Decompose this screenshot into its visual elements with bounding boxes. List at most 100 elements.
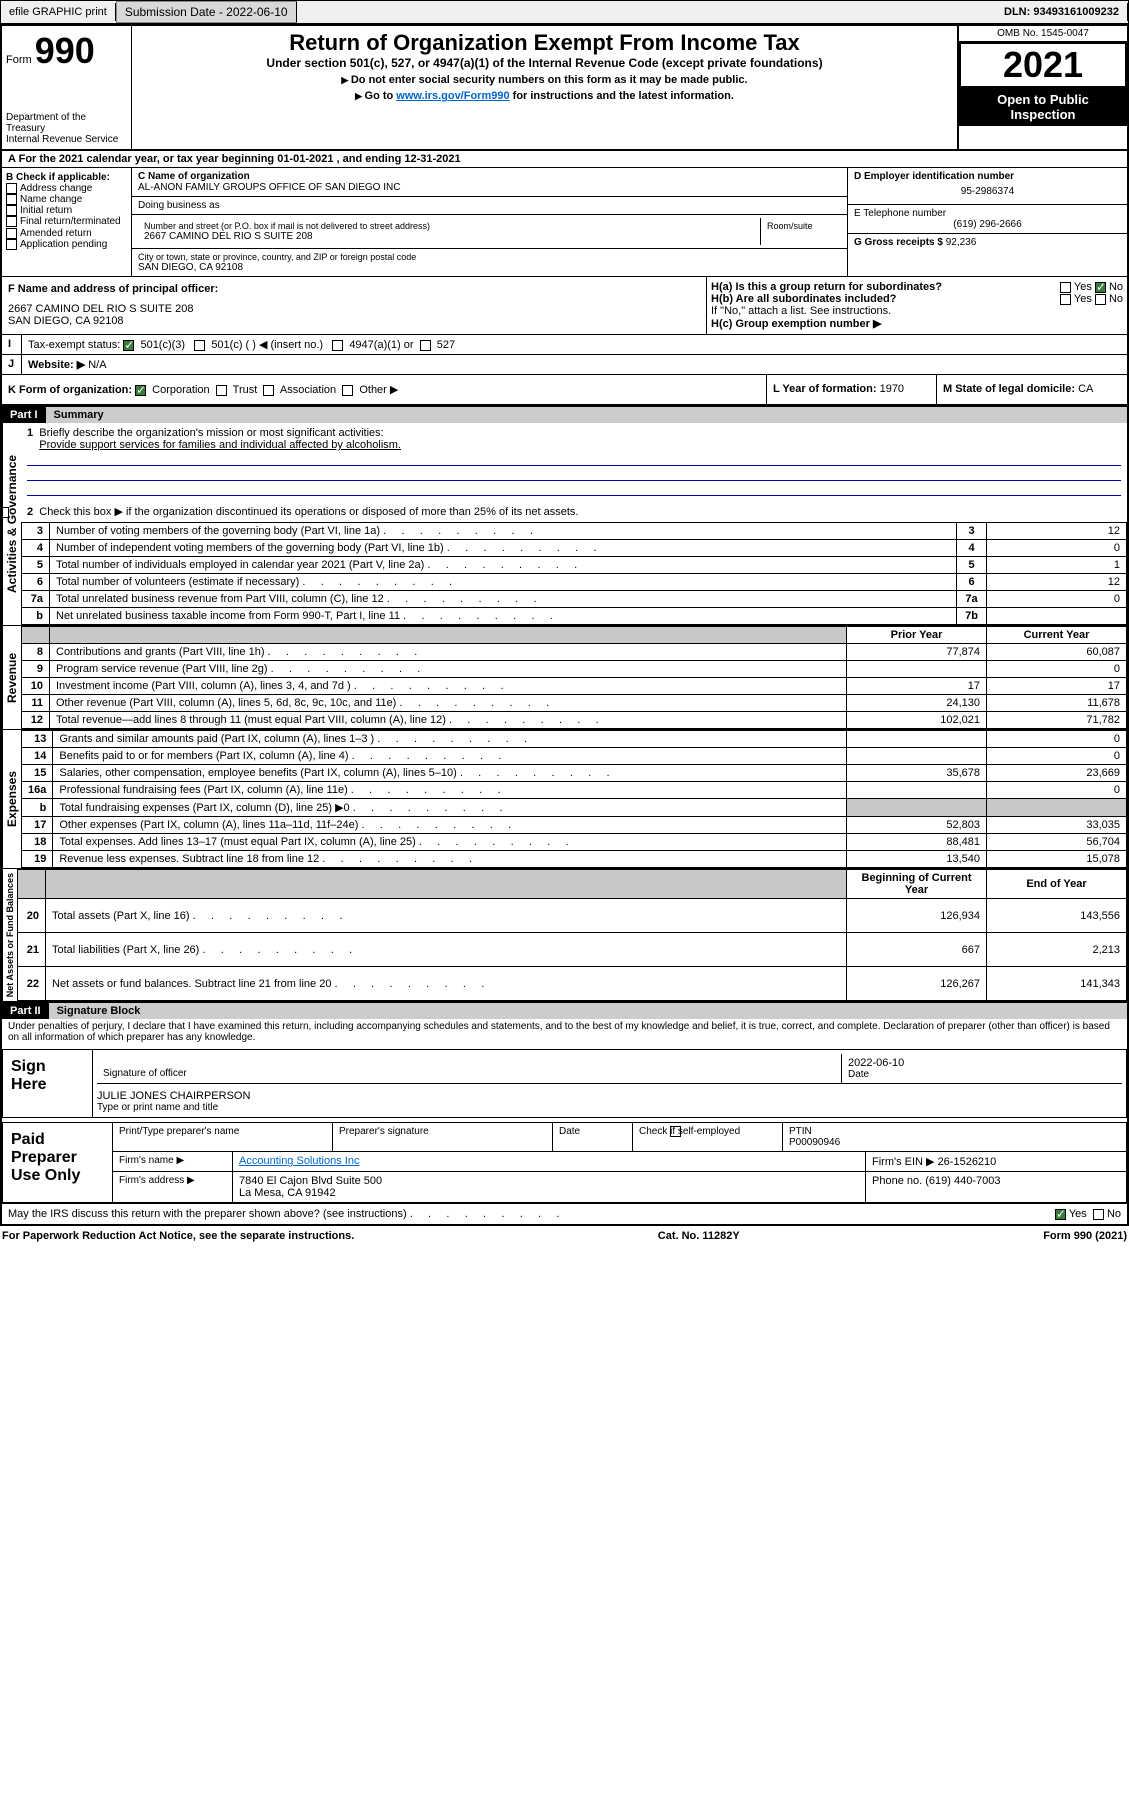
website-value: N/A: [88, 359, 106, 371]
cb-label: Name change: [20, 194, 82, 205]
part2-title: Signature Block: [49, 1003, 1127, 1019]
hdr-prior: Prior Year: [847, 627, 987, 644]
opt-501c: 501(c) ( ) ◀ (insert no.): [211, 339, 323, 351]
submission-date: Submission Date - 2022-06-10: [116, 1, 297, 23]
ha-no[interactable]: [1095, 282, 1106, 293]
pt-date-label: Date: [553, 1123, 633, 1151]
firm-addr1: 7840 El Cajon Blvd Suite 500: [239, 1175, 859, 1187]
cb-527[interactable]: [420, 340, 431, 351]
cb-4947[interactable]: [332, 340, 343, 351]
k-label: K Form of organization:: [8, 384, 132, 396]
cb-other[interactable]: [342, 385, 353, 396]
table-row: 16aProfessional fundraising fees (Part I…: [22, 782, 1127, 799]
no-label: No: [1109, 281, 1123, 293]
part1-title: Summary: [46, 407, 1127, 423]
tax-year: 2021: [959, 42, 1127, 88]
declaration: Under penalties of perjury, I declare th…: [2, 1019, 1127, 1045]
note1: Do not enter social security numbers on …: [136, 74, 953, 86]
ptin-label: PTIN: [789, 1126, 812, 1137]
section-revenue: Revenue: [2, 626, 21, 729]
discuss-label: May the IRS discuss this return with the…: [8, 1208, 559, 1220]
table-row: 12Total revenue—add lines 8 through 11 (…: [22, 712, 1127, 729]
city-label: City or town, state or province, country…: [138, 252, 841, 262]
ptin-value: P00090946: [789, 1137, 840, 1148]
box-b: B Check if applicable: Address change Na…: [2, 168, 132, 276]
table-row: 6Total number of volunteers (estimate if…: [22, 574, 1127, 591]
table-row: 22Net assets or fund balances. Subtract …: [18, 967, 1127, 1001]
cb-self-employed[interactable]: [670, 1126, 681, 1137]
hc-label: H(c) Group exemption number ▶: [711, 317, 1123, 330]
cb-assoc[interactable]: [263, 385, 274, 396]
omb: OMB No. 1545-0047: [959, 26, 1127, 42]
exp-table: 13Grants and similar amounts paid (Part …: [21, 730, 1127, 868]
paid-preparer: Paid Preparer Use Only: [3, 1123, 113, 1202]
checkbox-initial-return[interactable]: [6, 205, 17, 216]
open-public: Open to Public Inspection: [959, 88, 1127, 126]
hb-yes[interactable]: [1060, 294, 1071, 305]
section-expenses: Expenses: [2, 730, 21, 868]
c-name-label: C Name of organization: [138, 171, 841, 182]
footer-left: For Paperwork Reduction Act Notice, see …: [2, 1230, 354, 1242]
gross-value: 92,236: [946, 237, 977, 248]
discuss-no[interactable]: [1093, 1209, 1104, 1220]
yes-label: Yes: [1074, 281, 1092, 293]
table-row: bNet unrelated business taxable income f…: [22, 608, 1127, 625]
cb-label: Initial return: [20, 205, 72, 216]
line-a: A For the 2021 calendar year, or tax yea…: [2, 151, 1127, 168]
checkbox-address-change[interactable]: [6, 183, 17, 194]
sig-officer-label: Signature of officer: [97, 1054, 842, 1083]
firm-addr2: La Mesa, CA 91942: [239, 1187, 859, 1199]
cb-label: Final return/terminated: [20, 217, 121, 228]
form990-link[interactable]: www.irs.gov/Form990: [396, 90, 509, 102]
ein-label: D Employer identification number: [854, 171, 1121, 182]
checkbox-final-return[interactable]: [6, 216, 17, 227]
irs: Internal Revenue Service: [6, 134, 127, 145]
hb-no[interactable]: [1095, 294, 1106, 305]
ha-yes[interactable]: [1060, 282, 1071, 293]
line-a-text: For the 2021 calendar year, or tax year …: [19, 153, 461, 165]
l-label: L Year of formation:: [773, 383, 877, 395]
officer-name: JULIE JONES CHAIRPERSON: [97, 1090, 1122, 1102]
q2-label: Check this box ▶ if the organization dis…: [39, 506, 578, 518]
pt-check: Check if self-employed: [639, 1126, 740, 1137]
part2-label: Part II: [2, 1003, 49, 1019]
h-note: If "No," attach a list. See instructions…: [711, 305, 1123, 317]
opt-501c3: 501(c)(3): [140, 339, 185, 351]
part1-header: Part I Summary: [2, 406, 1127, 423]
table-row: 20Total assets (Part X, line 16)126,9341…: [18, 899, 1127, 933]
firm-name[interactable]: Accounting Solutions Inc: [239, 1155, 359, 1167]
date-label: Date: [848, 1069, 1116, 1080]
cb-corp[interactable]: [135, 385, 146, 396]
m-label: M State of legal domicile:: [943, 383, 1075, 395]
sign-here-block: Sign Here Signature of officer 2022-06-1…: [2, 1049, 1127, 1118]
part1-label: Part I: [2, 407, 46, 423]
checkbox-app-pending[interactable]: [6, 239, 17, 250]
pt-sig-label: Preparer's signature: [333, 1123, 553, 1151]
table-row: 14Benefits paid to or for members (Part …: [22, 748, 1127, 765]
table-row: 5Total number of individuals employed in…: [22, 557, 1127, 574]
phone-value: (619) 296-2666: [854, 219, 1121, 230]
section-governance: Activities & Governance: [2, 423, 21, 625]
opt-527: 527: [437, 339, 455, 351]
cb-501c[interactable]: [194, 340, 205, 351]
checkbox-amended[interactable]: [6, 228, 17, 239]
checkbox-name-change[interactable]: [6, 194, 17, 205]
section-fh: F Name and address of principal officer:…: [2, 277, 1127, 335]
cb-501c3[interactable]: [123, 340, 134, 351]
discuss-yes[interactable]: [1055, 1209, 1066, 1220]
hb-label: H(b) Are all subordinates included?: [711, 293, 896, 305]
sign-here: Sign Here: [3, 1050, 93, 1117]
ein-value: 95-2986374: [854, 182, 1121, 201]
footer-mid: Cat. No. 11282Y: [658, 1230, 740, 1242]
part2-header: Part II Signature Block: [2, 1001, 1127, 1019]
cb-trust[interactable]: [216, 385, 227, 396]
efile-label: efile GRAPHIC print: [1, 3, 116, 21]
gov-table: 3Number of voting members of the governi…: [21, 522, 1127, 625]
table-row: 17Other expenses (Part IX, column (A), l…: [22, 817, 1127, 834]
line-j: J Website: ▶ N/A: [2, 355, 1127, 375]
footer-right: Form 990 (2021): [1043, 1230, 1127, 1242]
opt-assoc: Association: [280, 384, 336, 396]
dba-label: Doing business as: [132, 197, 847, 215]
street-label: Number and street (or P.O. box if mail i…: [144, 221, 754, 231]
opt-corp: Corporation: [152, 384, 209, 396]
